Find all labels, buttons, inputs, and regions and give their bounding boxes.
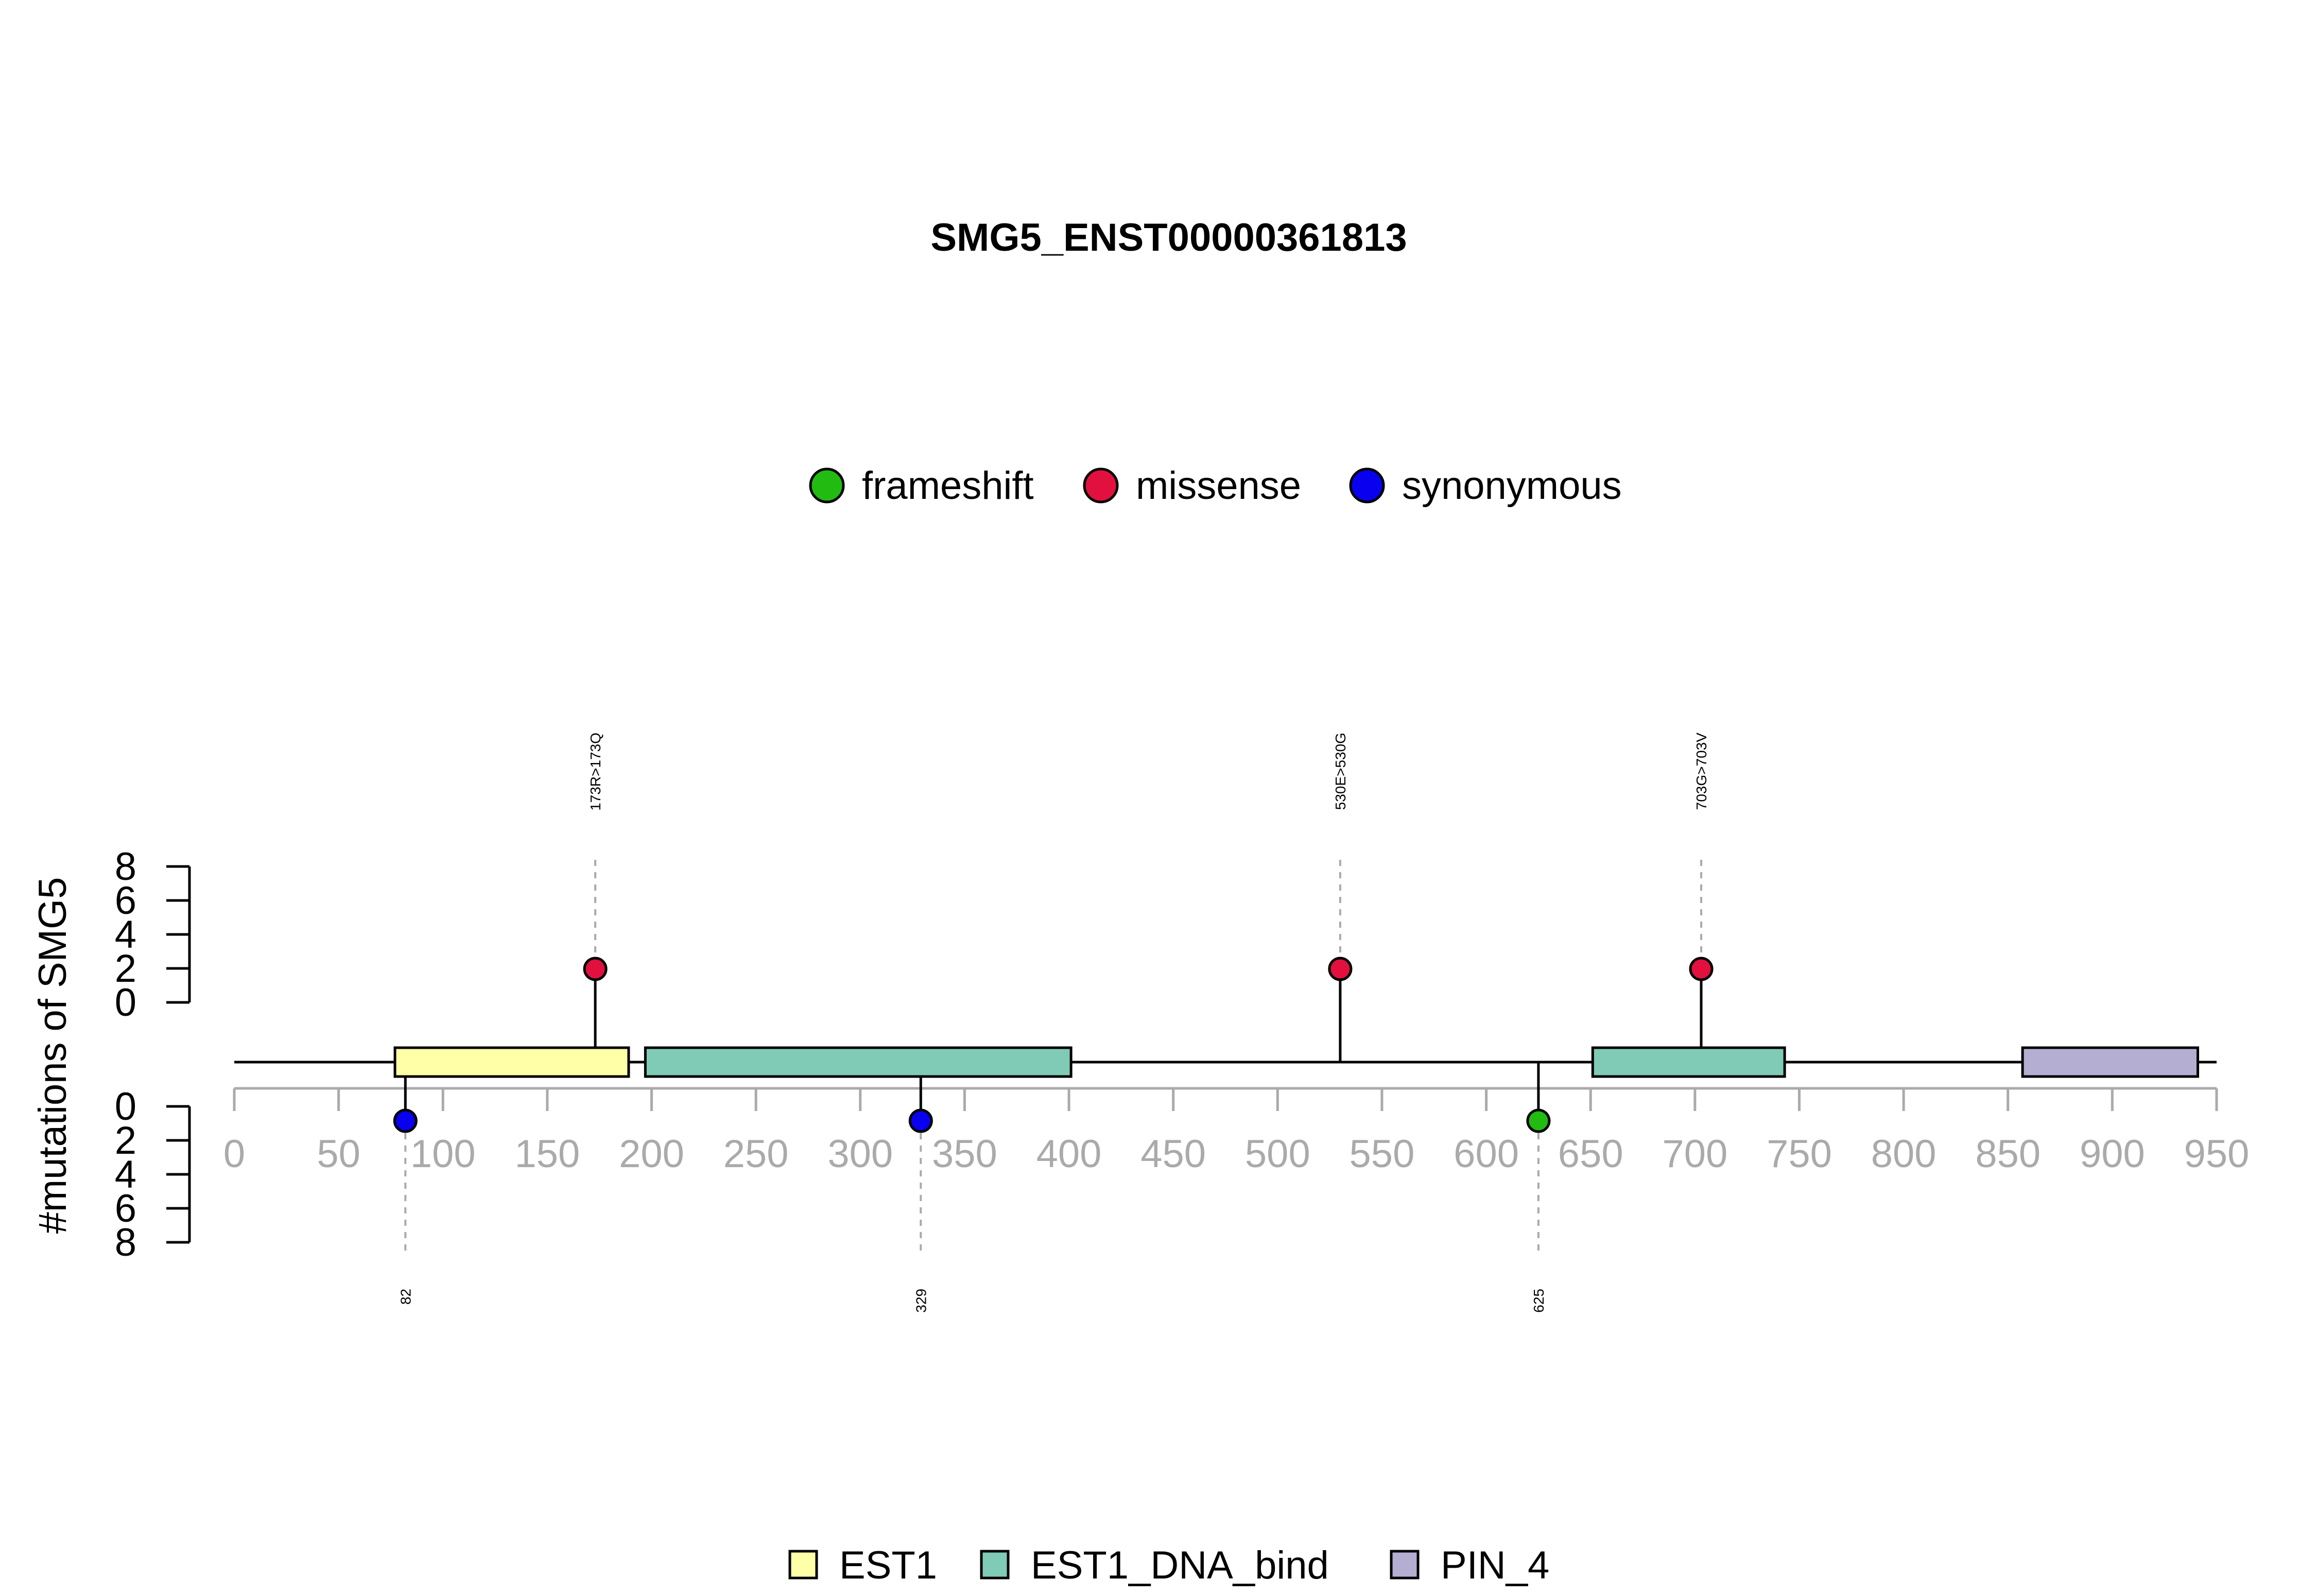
domain-legend: EST1 EST1_DNA_bind PIN_4 bbox=[788, 1543, 1549, 1587]
x-tick-label: 600 bbox=[1454, 1132, 1519, 1176]
x-tick-label: 500 bbox=[1245, 1132, 1310, 1176]
x-tick-label: 100 bbox=[410, 1132, 476, 1176]
y-tick-label-lower: 0 bbox=[115, 1085, 136, 1129]
domain-legend-swatch-PIN_4 bbox=[1390, 1550, 1420, 1580]
mutation-point-missense bbox=[583, 957, 608, 981]
x-tick-label: 200 bbox=[619, 1132, 684, 1176]
domain-EST1_DNA_bind bbox=[1591, 1046, 1786, 1078]
x-tick-label: 650 bbox=[1558, 1132, 1623, 1176]
x-tick-label: 250 bbox=[723, 1132, 789, 1176]
mutation-point-missense bbox=[1689, 957, 1714, 981]
mutations-below: 82 329 625 bbox=[393, 1062, 1551, 1313]
x-tick-label: 50 bbox=[317, 1132, 360, 1176]
mutation-label: 82 bbox=[397, 1289, 413, 1305]
legend-label-missense: missense bbox=[1136, 464, 1301, 508]
mutation-point-synonymous bbox=[908, 1108, 933, 1133]
x-tick-label: 900 bbox=[2080, 1132, 2145, 1176]
y-tick-label-upper: 0 bbox=[115, 981, 136, 1025]
mutation-legend: frameshift missense synonymous bbox=[809, 464, 1622, 508]
x-tick-label: 350 bbox=[932, 1132, 997, 1176]
x-tick-label: 800 bbox=[1871, 1132, 1936, 1176]
mutation-label: 329 bbox=[913, 1289, 929, 1313]
mutations-above: 173R>173Q 530E>530G 703G>703V bbox=[583, 733, 1714, 1062]
domain-legend-label-EST1_DNA_bind: EST1_DNA_bind bbox=[1031, 1543, 1329, 1587]
x-tick-label: 750 bbox=[1767, 1132, 1832, 1176]
domain-legend-swatch-EST1 bbox=[788, 1550, 818, 1580]
x-tick-label: 550 bbox=[1350, 1132, 1415, 1176]
mutation-point-missense bbox=[1328, 957, 1353, 981]
y-tick-label-lower: 6 bbox=[115, 1187, 136, 1230]
mutation-point-frameshift bbox=[1526, 1108, 1551, 1133]
y-tick-label-upper: 8 bbox=[115, 845, 136, 889]
y-tick-label-lower: 4 bbox=[115, 1153, 136, 1196]
y-tick-label-upper: 4 bbox=[115, 913, 136, 957]
x-tick-label: 450 bbox=[1140, 1132, 1206, 1176]
mutation-label: 703G>703V bbox=[1693, 733, 1709, 810]
mutation-label: 625 bbox=[1531, 1289, 1547, 1313]
domain-EST1_DNA_bind bbox=[644, 1046, 1073, 1078]
x-tick-label: 700 bbox=[1662, 1132, 1727, 1176]
x-tick-label: 850 bbox=[1975, 1132, 2041, 1176]
legend-swatch-synonymous bbox=[1349, 467, 1385, 504]
domain-legend-label-PIN_4: PIN_4 bbox=[1441, 1543, 1549, 1587]
legend-label-synonymous: synonymous bbox=[1402, 464, 1622, 508]
x-tick-label: 0 bbox=[223, 1132, 245, 1176]
y-tick-label-lower: 8 bbox=[115, 1221, 136, 1264]
chart-title: SMG5_ENST00000361813 bbox=[930, 216, 1407, 259]
x-axis: 0 50 100 150 200 250 300 350 400 450 500 550 600 650 7… bbox=[223, 1087, 2250, 1176]
legend-swatch-frameshift bbox=[809, 467, 845, 504]
y-axis-label: #mutations of SMG5 bbox=[31, 877, 75, 1234]
legend-label-frameshift: frameshift bbox=[862, 464, 1034, 508]
mutation-point-synonymous bbox=[393, 1108, 418, 1133]
protein-domains bbox=[393, 1046, 2200, 1078]
domain-legend-label-EST1: EST1 bbox=[839, 1543, 937, 1587]
domain-legend-swatch-EST1_DNA_bind bbox=[980, 1550, 1010, 1580]
y-tick-label-upper: 2 bbox=[115, 947, 136, 991]
mutation-label: 530E>530G bbox=[1333, 733, 1348, 810]
y-tick-label-lower: 2 bbox=[115, 1119, 136, 1163]
domain-PIN_4 bbox=[2021, 1046, 2200, 1078]
x-tick-label: 400 bbox=[1036, 1132, 1102, 1176]
x-tick-label: 950 bbox=[2184, 1132, 2250, 1176]
x-tick-label: 150 bbox=[514, 1132, 580, 1176]
mutation-label: 173R>173Q bbox=[587, 733, 603, 811]
domain-EST1 bbox=[393, 1046, 630, 1078]
legend-swatch-missense bbox=[1083, 467, 1119, 504]
x-tick-label: 300 bbox=[827, 1132, 893, 1176]
y-tick-label-upper: 6 bbox=[115, 879, 136, 923]
